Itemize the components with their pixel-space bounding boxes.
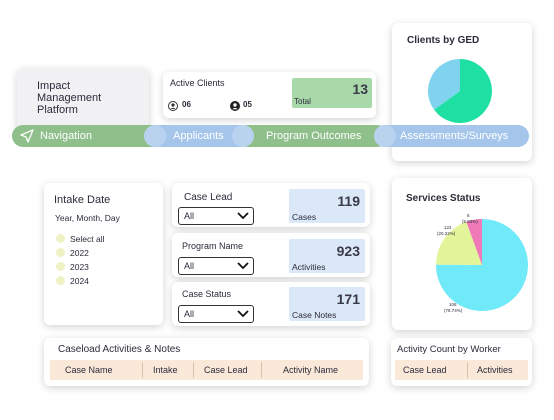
active-clients-card: Active Clients 06 05 13 Total bbox=[163, 72, 376, 118]
user-icon bbox=[168, 98, 178, 116]
services-label-b-pct: (20.22%) bbox=[437, 231, 456, 236]
nav-label-applicants: Applicants bbox=[173, 130, 224, 142]
platform-title-line2: Management bbox=[37, 92, 102, 104]
case-lead-select-value: All bbox=[184, 211, 195, 221]
intake-date-card: Intake Date Year, Month, Day Select all … bbox=[44, 183, 163, 325]
program-name-label: Program Name bbox=[182, 241, 244, 251]
services-label-b-value: 122 bbox=[444, 225, 452, 230]
case-notes-metric-value: 171 bbox=[336, 291, 360, 307]
services-slice-pink bbox=[466, 219, 482, 265]
case-status-select[interactable]: All bbox=[178, 305, 254, 323]
case-notes-metric-box: 171 Case Notes bbox=[289, 287, 365, 321]
intake-option-label[interactable]: Select all bbox=[70, 234, 105, 244]
intake-option-checkbox[interactable] bbox=[56, 234, 65, 243]
navigation-bar: Navigation Applicants Program Outcomes A… bbox=[12, 125, 529, 147]
active-clients-total-box: 13 Total bbox=[292, 78, 372, 108]
active-clients-title: Active Clients bbox=[170, 78, 225, 88]
services-label-a-value: 6 bbox=[467, 213, 470, 218]
services-label-c-value: 106 bbox=[449, 302, 457, 307]
caseload-column-header[interactable]: Case Lead bbox=[204, 365, 248, 375]
services-label-c-pct: (78.74%) bbox=[444, 308, 463, 313]
case-lead-filter-card: Case Lead All 119 Cases bbox=[172, 183, 370, 227]
user-filled-icon bbox=[230, 98, 240, 116]
intake-option-label[interactable]: 2023 bbox=[70, 262, 89, 272]
activity-column-header[interactable]: Activities bbox=[477, 365, 513, 375]
nav-button-applicants[interactable]: Applicants bbox=[152, 125, 252, 147]
intake-date-title: Intake Date bbox=[54, 194, 111, 206]
nav-connector-dot bbox=[232, 125, 254, 147]
column-divider bbox=[142, 362, 143, 378]
intake-option-label[interactable]: 2024 bbox=[70, 276, 89, 286]
case-lead-select[interactable]: All bbox=[178, 207, 254, 225]
platform-title-line3: Platform bbox=[37, 104, 78, 116]
platform-title-line1: Impact bbox=[37, 80, 71, 92]
ged-slice-blue bbox=[428, 59, 460, 110]
activity-count-card: Activity Count by Worker Case Lead Activ… bbox=[391, 338, 532, 386]
nav-connector-dot bbox=[374, 125, 396, 147]
active-clients-count-b: 05 bbox=[243, 100, 252, 109]
intake-option-checkbox[interactable] bbox=[56, 276, 65, 285]
case-lead-label: Case Lead bbox=[184, 192, 233, 203]
activities-metric-label: Activities bbox=[292, 262, 326, 272]
nav-button-navigation[interactable]: Navigation bbox=[12, 125, 162, 147]
case-status-filter-card: Case Status All 171 Case Notes bbox=[172, 282, 370, 326]
cases-metric-value: 119 bbox=[337, 193, 360, 209]
caseload-column-header[interactable]: Case Name bbox=[65, 365, 113, 375]
case-notes-metric-label: Case Notes bbox=[292, 310, 337, 320]
active-clients-total-value: 13 bbox=[352, 81, 368, 97]
caseload-header-row: Case Name Intake Case Lead Activity Name bbox=[50, 360, 363, 380]
program-name-select[interactable]: All bbox=[178, 257, 254, 275]
ged-slice-green bbox=[434, 59, 492, 123]
column-divider bbox=[193, 362, 194, 378]
nav-label-program-outcomes: Program Outcomes bbox=[266, 130, 362, 142]
intake-option-checkbox[interactable] bbox=[56, 248, 65, 257]
chevron-down-icon bbox=[237, 310, 249, 318]
chevron-down-icon bbox=[237, 262, 249, 270]
column-divider bbox=[261, 362, 262, 378]
cases-metric-label: Cases bbox=[292, 212, 317, 222]
nav-button-assessments[interactable]: Assessments/Surveys bbox=[374, 125, 529, 147]
active-clients-total-label: Total bbox=[294, 97, 311, 106]
caseload-column-header[interactable]: Intake bbox=[153, 365, 178, 375]
services-slice-lime bbox=[436, 221, 482, 265]
clients-ged-title: Clients by GED bbox=[407, 35, 480, 46]
activity-column-header[interactable]: Case Lead bbox=[403, 365, 447, 375]
activity-count-title: Activity Count by Worker bbox=[397, 344, 501, 355]
platform-title-card: Impact Management Platform bbox=[17, 68, 149, 132]
active-clients-count-a: 06 bbox=[182, 100, 191, 109]
caseload-card: Caseload Activities & Notes Case Name In… bbox=[44, 338, 369, 386]
navigation-arrow-icon bbox=[20, 129, 34, 148]
intake-option-label[interactable]: 2022 bbox=[70, 248, 89, 258]
services-status-card: Services Status 6 (5.83%) 122 (20.22%) 1… bbox=[392, 178, 532, 330]
nav-label-navigation: Navigation bbox=[40, 130, 92, 142]
activities-metric-box: 923 Activities bbox=[289, 239, 365, 273]
nav-label-assessments: Assessments/Surveys bbox=[400, 130, 509, 142]
services-status-chart bbox=[436, 219, 528, 311]
clients-ged-chart bbox=[428, 59, 492, 123]
services-label-a-pct: (5.83%) bbox=[462, 219, 478, 224]
intake-date-subtitle: Year, Month, Day bbox=[55, 213, 120, 223]
column-divider bbox=[467, 362, 468, 378]
services-status-title: Services Status bbox=[406, 193, 481, 204]
intake-option-checkbox[interactable] bbox=[56, 262, 65, 271]
case-status-select-value: All bbox=[184, 309, 195, 319]
program-name-filter-card: Program Name All 923 Activities bbox=[172, 233, 370, 277]
nav-button-program-outcomes[interactable]: Program Outcomes bbox=[238, 125, 388, 147]
activities-metric-value: 923 bbox=[336, 243, 360, 259]
chevron-down-icon bbox=[237, 212, 249, 220]
caseload-title: Caseload Activities & Notes bbox=[58, 344, 181, 355]
nav-connector-dot bbox=[144, 125, 166, 147]
activity-count-header-row: Case Lead Activities bbox=[395, 360, 528, 380]
case-status-label: Case Status bbox=[182, 289, 232, 299]
caseload-column-header[interactable]: Activity Name bbox=[283, 365, 339, 375]
program-name-select-value: All bbox=[184, 261, 195, 271]
cases-metric-box: 119 Cases bbox=[289, 189, 365, 223]
